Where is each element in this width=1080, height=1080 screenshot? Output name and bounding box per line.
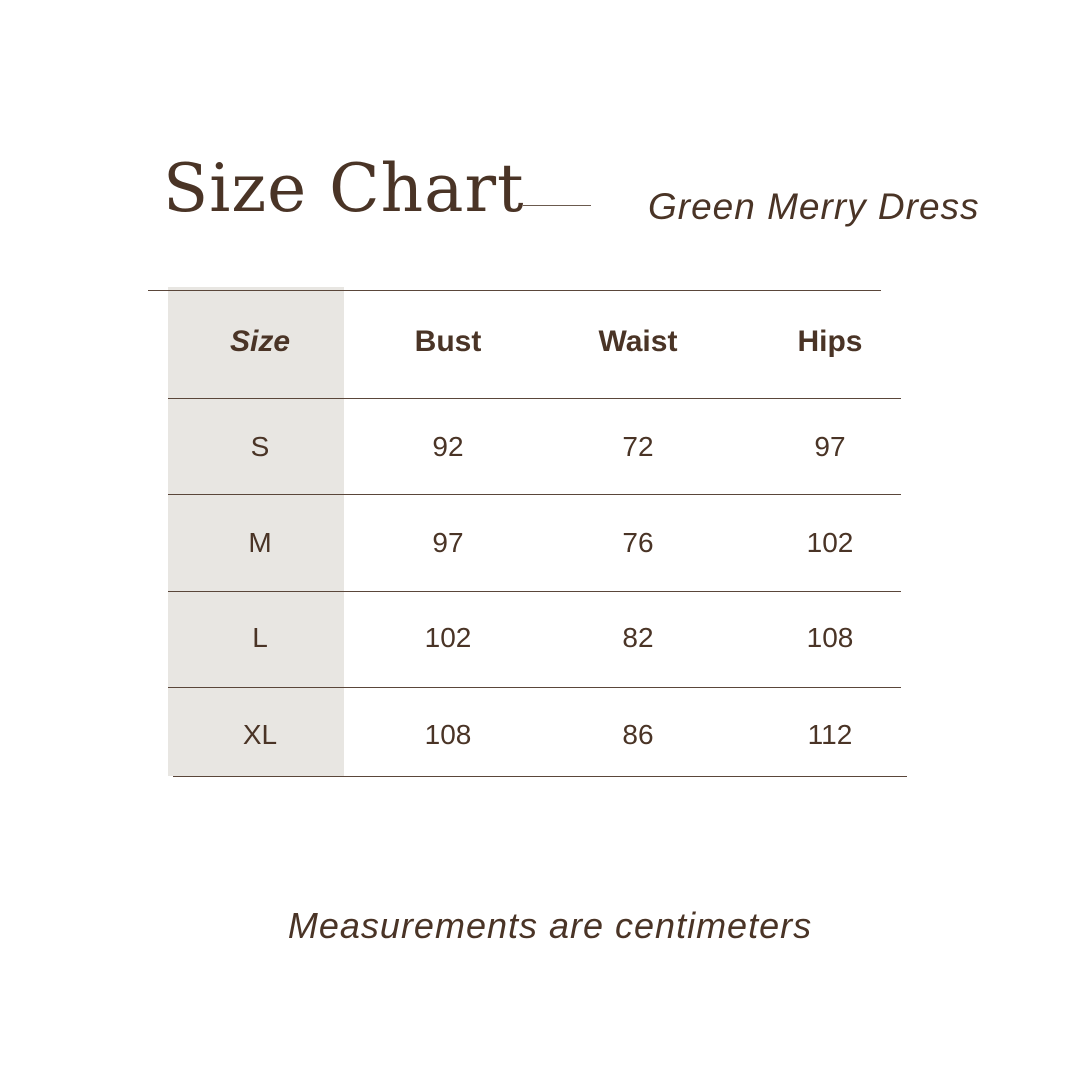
table-bottom-rule <box>173 776 907 777</box>
header-size: Size <box>229 325 291 358</box>
cell-waist: 72 <box>622 431 654 462</box>
row-divider <box>168 591 901 592</box>
cell-waist: 76 <box>622 527 654 558</box>
cell-waist: 86 <box>622 719 654 750</box>
header-hips: Hips <box>797 325 863 358</box>
cell-bust: 108 <box>424 719 472 750</box>
title-divider <box>523 205 591 206</box>
cell-bust: 92 <box>432 431 464 462</box>
cell-bust: 97 <box>432 527 464 558</box>
cell-hips: 108 <box>806 622 854 653</box>
row-divider <box>168 494 901 495</box>
cell-hips: 112 <box>807 719 853 750</box>
row-divider <box>168 398 901 399</box>
header-bust: Bust <box>414 325 482 358</box>
product-name: Green Merry Dress <box>648 186 980 227</box>
cell-size: S <box>250 431 270 462</box>
size-column-background <box>168 287 344 776</box>
table-top-rule <box>148 290 881 291</box>
cell-waist: 82 <box>622 622 654 653</box>
measurement-note: Measurements are centimeters <box>287 905 813 946</box>
row-divider <box>168 687 901 688</box>
cell-size: XL <box>242 719 278 750</box>
cell-size: L <box>252 622 268 653</box>
cell-size: M <box>248 527 272 558</box>
cell-hips: 97 <box>814 431 846 462</box>
header-waist: Waist <box>598 325 678 358</box>
cell-hips: 102 <box>806 527 854 558</box>
page-title: Size Chart <box>163 150 525 227</box>
cell-bust: 102 <box>424 622 472 653</box>
